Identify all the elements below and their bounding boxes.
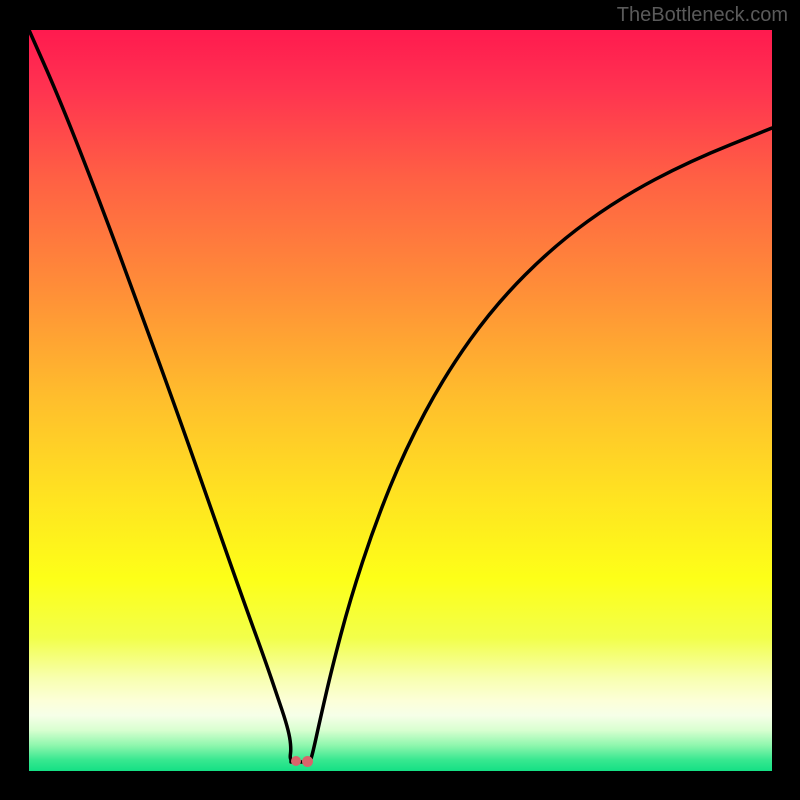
v-curve	[29, 30, 772, 771]
chart-plot-area	[29, 30, 772, 771]
data-point-marker	[291, 756, 301, 766]
bottleneck-curve-path	[29, 30, 772, 762]
data-point-marker	[302, 756, 313, 767]
watermark-text: TheBottleneck.com	[617, 4, 788, 27]
